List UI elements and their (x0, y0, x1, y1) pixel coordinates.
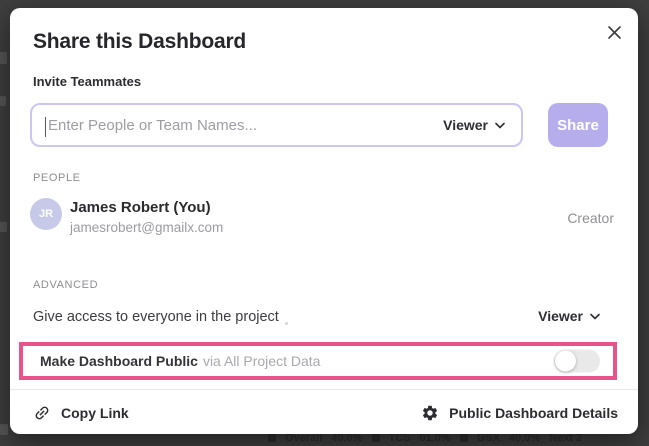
make-public-toggle[interactable] (554, 349, 600, 373)
modal-title: Share this Dashboard (33, 30, 247, 53)
make-public-sublabel: via All Project Data (202, 353, 321, 369)
annotation-highlight-box: Make Dashboard Public via All Project Da… (19, 342, 617, 380)
close-button[interactable] (603, 21, 625, 43)
close-icon (607, 25, 621, 39)
background-text: Next 2 (549, 432, 583, 444)
public-dashboard-details-button[interactable]: Public Dashboard Details (421, 397, 618, 429)
info-dot (285, 322, 288, 325)
invite-teammates-label: Invite Teammates (33, 74, 142, 89)
background-fragment (0, 222, 7, 232)
public-dashboard-details-label: Public Dashboard Details (449, 405, 618, 421)
avatar: JR (30, 198, 62, 230)
share-button[interactable]: Share (548, 103, 608, 147)
make-public-label: Make Dashboard Public (40, 353, 198, 369)
background-swatch (459, 434, 468, 442)
project-access-label: Give access to everyone in the project (33, 309, 279, 325)
invite-input-container: Viewer (30, 103, 523, 147)
background-table-fragment: Overall 40.0% TCS 01.0% GSX 40.0% Next 2 (268, 432, 582, 444)
chevron-down-icon (495, 122, 505, 128)
project-access-role-value: Viewer (538, 308, 583, 324)
background-fragment (0, 52, 7, 64)
member-name: James Robert (You) (70, 199, 211, 216)
background-text: GSX (476, 432, 500, 444)
people-section-label: PEOPLE (33, 172, 81, 184)
advanced-section-label: ADVANCED (33, 279, 99, 291)
background-text: 01.0% (419, 432, 451, 444)
background-text: 40.0% (331, 432, 363, 444)
text-cursor (45, 117, 46, 137)
link-icon (35, 406, 49, 420)
background-fragment (0, 424, 8, 435)
share-dashboard-modal: Share this Dashboard Invite Teammates Vi… (10, 8, 638, 434)
project-access-role-dropdown[interactable]: Viewer (532, 301, 616, 331)
toggle-knob (555, 350, 576, 372)
background-text: TCS (388, 432, 411, 444)
background-text: Overall (285, 432, 323, 444)
gear-icon (423, 405, 438, 421)
background-swatch (371, 434, 380, 442)
background-swatch (268, 434, 276, 442)
member-role: Creator (567, 210, 614, 226)
invite-role-dropdown[interactable]: Viewer (437, 105, 521, 145)
background-fragment (0, 96, 6, 106)
chevron-down-icon (590, 313, 600, 319)
background-text: 40.0% (508, 432, 541, 444)
copy-link-button[interactable]: Copy Link (33, 397, 129, 429)
member-email: jamesrobert@gmailx.com (70, 220, 224, 235)
invite-role-value: Viewer (443, 117, 488, 133)
avatar-initials: JR (38, 208, 54, 220)
footer-divider (10, 389, 638, 390)
invite-input[interactable] (32, 105, 438, 145)
copy-link-label: Copy Link (61, 405, 129, 421)
